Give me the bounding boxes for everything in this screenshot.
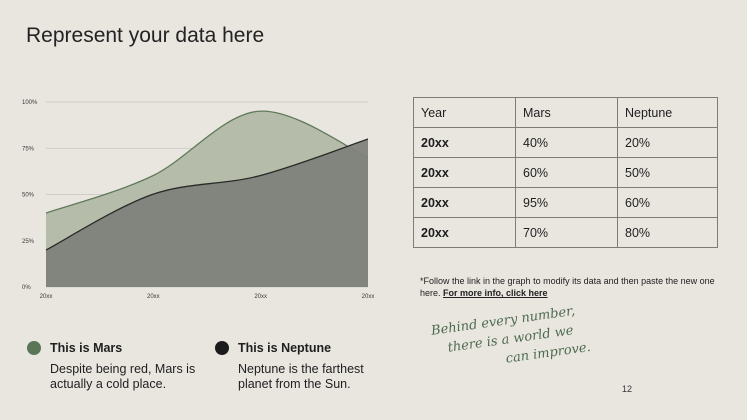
table-cell: 80% [617,217,718,248]
table-header-cell: Mars [515,97,618,128]
table-header-cell: Neptune [617,97,718,128]
y-tick-label: 0% [22,285,31,291]
table-cell: 20xx [413,127,516,158]
x-tick-label: 20xx [254,294,267,300]
y-tick-label: 50% [22,193,35,199]
more-info-link[interactable]: For more info, click here [443,288,548,298]
neptune-dot-icon [215,341,229,355]
series-line-neptune [45,138,369,251]
x-tick-label: 20xx [362,294,375,300]
area-chart: 0% 25% 50% 75% 100% 20xx 20xx 20xx 20xx [22,100,375,300]
legend-description: Despite being red, Mars is actually a co… [50,362,196,391]
table-cell: 20xx [413,157,516,188]
table-cell: 20xx [413,187,516,218]
handwritten-quote: Behind every number, there is a world we… [430,296,626,379]
table-header-cell: Year [413,97,516,128]
table-cell: 50% [617,157,718,188]
legend-title: This is Neptune [238,341,332,355]
table-cell: 60% [617,187,718,218]
x-tick-label: 20xx [147,294,160,300]
series-line-mars [45,110,369,214]
table-cell: 95% [515,187,618,218]
y-tick-label: 100% [22,100,38,106]
legend-description: Neptune is the farthest planet from the … [238,362,364,391]
x-tick-label: 20xx [40,294,53,300]
series-area-neptune [46,139,368,287]
table-row: 20xx 70% 80% [413,217,718,248]
legend-title: This is Mars [50,341,123,355]
table-cell: 60% [515,157,618,188]
table-cell: 20% [617,127,718,158]
footnote: *Follow the link in the graph to modify … [420,275,720,299]
table-row: 20xx 40% 20% [413,127,718,158]
footnote-text: *Follow the link in the graph to modify … [420,276,715,298]
page-title: Represent your data here [26,24,265,47]
page-number: 12 [622,384,633,394]
data-table: Year Mars Neptune 20xx 40% 20% 20xx 60% … [413,97,718,248]
mars-dot-icon [27,341,41,355]
table-header-row: Year Mars Neptune [413,97,718,128]
table-cell: 20xx [413,217,516,248]
y-tick-label: 75% [22,146,35,152]
table-cell: 70% [515,217,618,248]
y-tick-label: 25% [22,239,35,245]
table-cell: 40% [515,127,618,158]
table-row: 20xx 95% 60% [413,187,718,218]
table-row: 20xx 60% 50% [413,157,718,188]
